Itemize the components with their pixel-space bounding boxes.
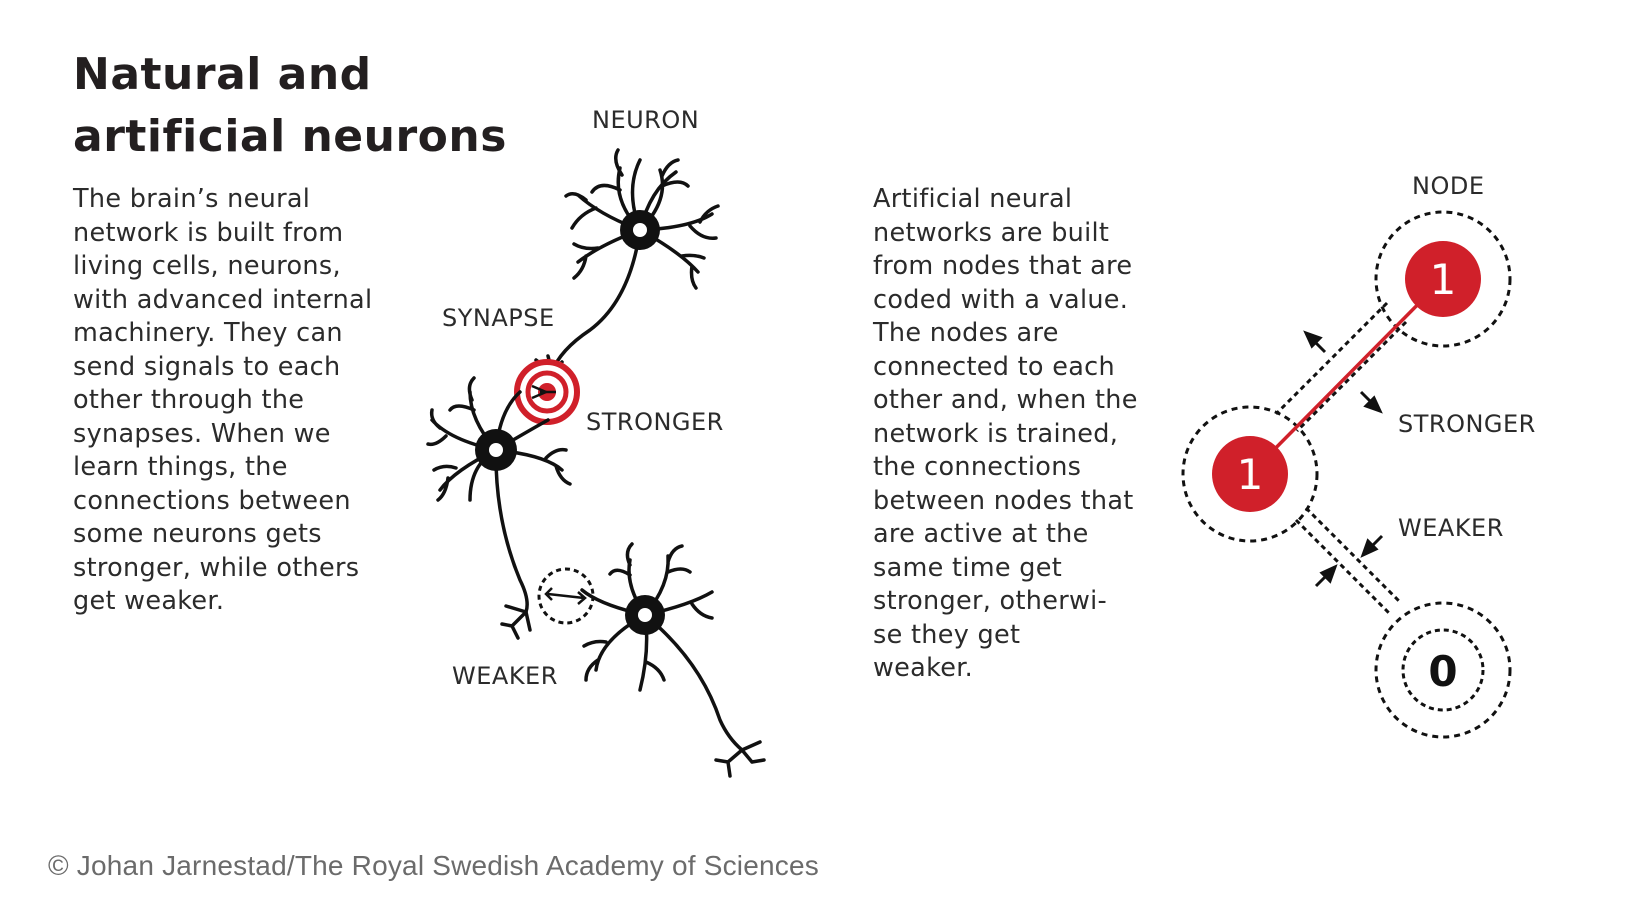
neuron-top [534, 148, 720, 374]
synapse-weaker-icon [537, 567, 595, 625]
natural-neurons-description: The brain’s neural network is built from… [73, 184, 373, 616]
artificial-neurons-description: Artificial neural networks are built fro… [873, 184, 1138, 683]
label-neuron: NEURON [592, 106, 700, 134]
page-title: Natural and artificial neurons [73, 44, 507, 168]
connection-weaker [1294, 506, 1402, 616]
node-top-ring [1374, 210, 1512, 348]
label-weaker-left: WEAKER [452, 662, 558, 690]
neuron-bottom [580, 542, 766, 778]
connection-stronger [1248, 277, 1445, 476]
image-credit: © Johan Jarnestad/The Royal Swedish Acad… [48, 850, 819, 881]
node-bottom-inner-ring [1401, 628, 1485, 712]
label-weaker-right: WEAKER [1398, 514, 1504, 542]
label-synapse: SYNAPSE [442, 304, 555, 332]
title-line-2: artificial neurons [73, 111, 507, 162]
node-middle [1212, 436, 1288, 512]
node-top-value: 1 [1430, 255, 1457, 304]
node-bottom-ring [1374, 601, 1512, 739]
node-bottom-value: 0 [1428, 647, 1457, 696]
label-stronger-right: STRONGER [1398, 410, 1536, 438]
synapse-stronger-icon [514, 359, 580, 425]
arrow-icons [1303, 330, 1384, 588]
label-node: NODE [1412, 172, 1485, 200]
node-middle-value: 1 [1237, 450, 1264, 499]
node-top [1405, 241, 1481, 317]
node-middle-ring [1181, 405, 1319, 543]
label-stronger-left: STRONGER [586, 408, 724, 436]
title-line-1: Natural and [73, 49, 372, 100]
